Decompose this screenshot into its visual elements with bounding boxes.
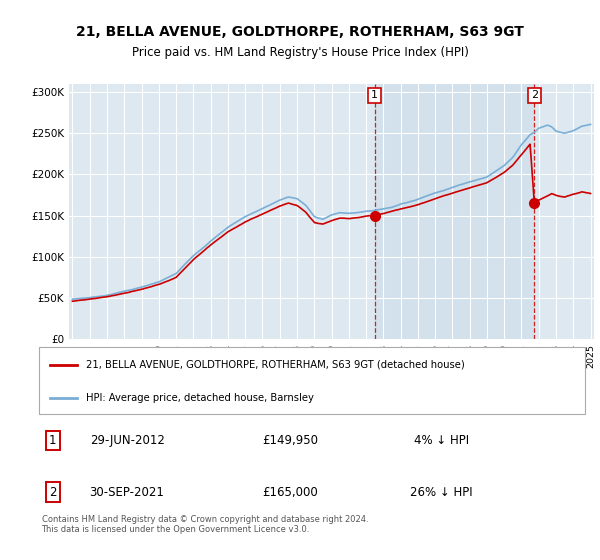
Text: 30-SEP-2021: 30-SEP-2021 — [89, 486, 164, 498]
Text: 2: 2 — [531, 90, 538, 100]
Text: 1: 1 — [49, 434, 56, 447]
Text: £149,950: £149,950 — [262, 434, 318, 447]
Text: 2: 2 — [49, 486, 56, 498]
Text: £165,000: £165,000 — [262, 486, 318, 498]
Text: 26% ↓ HPI: 26% ↓ HPI — [410, 486, 473, 498]
Text: 29-JUN-2012: 29-JUN-2012 — [89, 434, 164, 447]
Text: Price paid vs. HM Land Registry's House Price Index (HPI): Price paid vs. HM Land Registry's House … — [131, 46, 469, 59]
Bar — [374, 84, 535, 339]
Text: 1: 1 — [371, 90, 378, 100]
FancyBboxPatch shape — [39, 347, 585, 414]
Text: 21, BELLA AVENUE, GOLDTHORPE, ROTHERHAM, S63 9GT (detached house): 21, BELLA AVENUE, GOLDTHORPE, ROTHERHAM,… — [86, 360, 464, 370]
Text: 21, BELLA AVENUE, GOLDTHORPE, ROTHERHAM, S63 9GT: 21, BELLA AVENUE, GOLDTHORPE, ROTHERHAM,… — [76, 25, 524, 39]
Text: HPI: Average price, detached house, Barnsley: HPI: Average price, detached house, Barn… — [86, 393, 314, 403]
Text: Contains HM Land Registry data © Crown copyright and database right 2024.
This d: Contains HM Land Registry data © Crown c… — [41, 515, 368, 534]
Text: 4% ↓ HPI: 4% ↓ HPI — [414, 434, 469, 447]
